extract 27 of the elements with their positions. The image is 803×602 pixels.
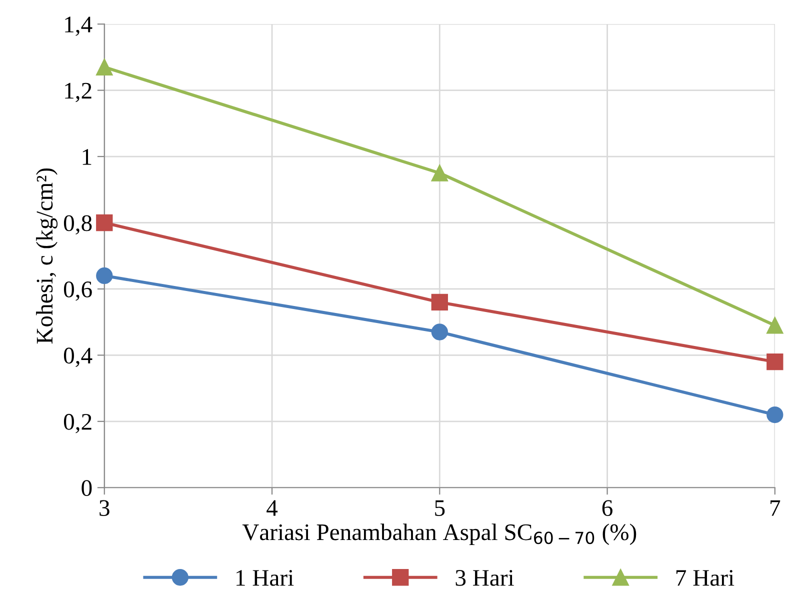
x-tick-label: 7 bbox=[770, 500, 780, 516]
y-tick-label: 0,2 bbox=[64, 414, 92, 434]
point bbox=[766, 317, 784, 334]
point bbox=[766, 353, 784, 370]
point bbox=[431, 164, 448, 182]
y-tick-label: 0 bbox=[82, 480, 92, 496]
legend-label: 7 Hari bbox=[676, 570, 734, 586]
y-tick-label: 1,2 bbox=[65, 82, 92, 102]
y-tick-label: 0,4 bbox=[64, 348, 92, 367]
y-tick-label: 1,4 bbox=[65, 16, 92, 36]
y-tick-label: 0,8 bbox=[64, 215, 92, 235]
y-tick-label: 0,6 bbox=[64, 281, 92, 301]
y-axis-title: Kohesi, c (kg/cm²) bbox=[36, 168, 58, 344]
x-tick-label: 5 bbox=[435, 500, 445, 516]
legend-label: 3 Hari bbox=[456, 570, 514, 586]
point bbox=[431, 324, 448, 340]
y-tick-label: 1 bbox=[82, 149, 92, 165]
point bbox=[766, 406, 784, 424]
point bbox=[96, 58, 113, 76]
x-tick-label: 6 bbox=[602, 500, 612, 516]
x-tick-label: 4 bbox=[266, 500, 278, 516]
legend-label: 1 Hari bbox=[236, 570, 294, 586]
x-tick-label: 3 bbox=[100, 500, 110, 516]
point bbox=[96, 214, 113, 232]
point bbox=[431, 294, 448, 311]
x-axis-title: Variasi Penambahan Aspal SC$_{60−70}$ (%) bbox=[242, 524, 636, 546]
point bbox=[96, 267, 113, 284]
